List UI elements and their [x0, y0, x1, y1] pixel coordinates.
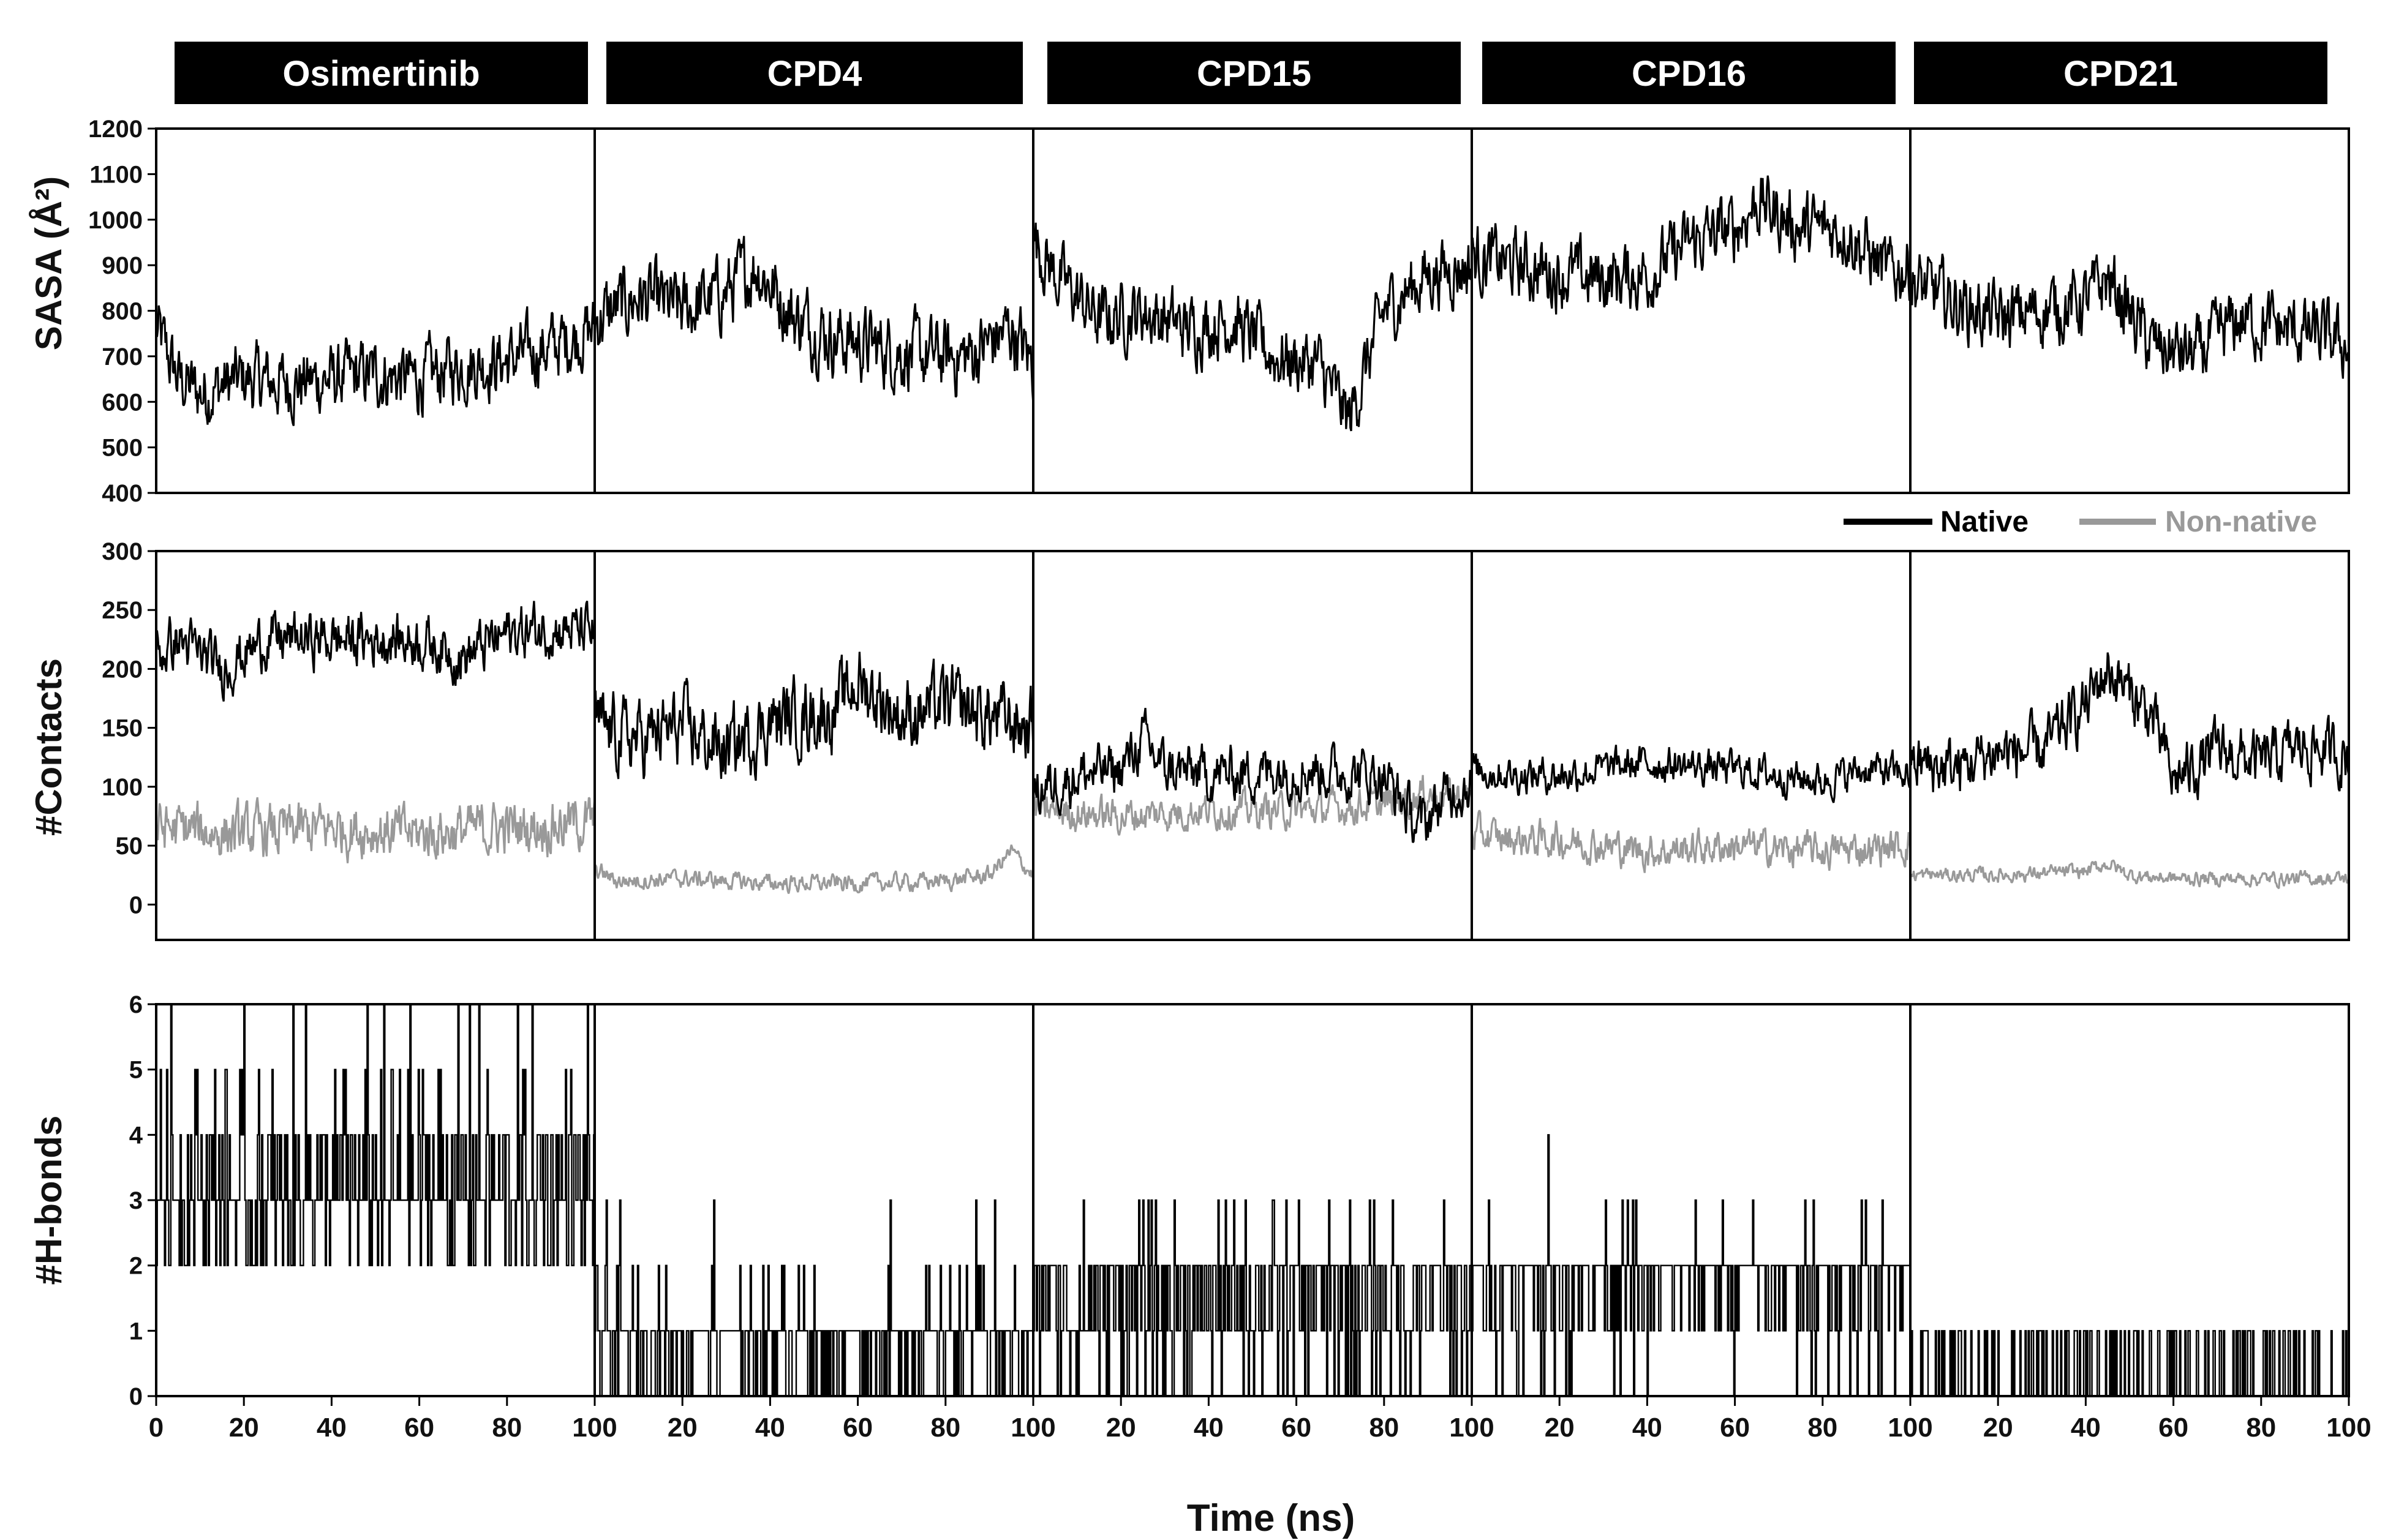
y-tick-label: 6 [129, 991, 143, 1018]
y-tick-label: 1200 [88, 116, 143, 143]
trace-contacts-native-cpd16 [1471, 745, 1912, 803]
y-tick-label: 0 [129, 892, 143, 918]
x-tick-label: 40 [755, 1413, 785, 1443]
compound-header-label: CPD15 [1197, 54, 1311, 94]
y-tick-label: 1000 [88, 207, 143, 234]
x-tick-label: 40 [1632, 1413, 1662, 1443]
trace-hbonds-cpd4 [593, 1199, 1033, 1397]
x-tick-label: 20 [1106, 1413, 1136, 1443]
trace-sasa-sasa-osimertinib [155, 302, 596, 426]
x-tick-label: 20 [229, 1413, 259, 1443]
y-axis-label-hbonds: #H-bonds [28, 1116, 69, 1285]
panel-sasa: SASA (Å²) 400 500 600 700 800 900 1000 1100 1200 [28, 116, 2350, 507]
legend-nonnative-label: Non-native [2165, 506, 2317, 538]
trace-contacts-native-cpd4 [593, 652, 1034, 781]
trace-sasa-sasa-cpd15 [1032, 222, 1473, 432]
trace-contacts-non-native-cpd4 [593, 844, 1034, 894]
trace-hbonds-cpd16 [1471, 1134, 1910, 1397]
x-tick-label: 80 [930, 1413, 960, 1443]
compound-header-cpd16 [1482, 42, 1896, 104]
x-tick-label: 60 [2158, 1413, 2188, 1443]
x-tick-label: 80 [2246, 1413, 2276, 1443]
compound-header-label: CPD21 [2063, 54, 2178, 94]
panel-hbonds: #H-bonds 0 1 2 3 4 5 6 [28, 991, 2350, 1410]
x-tick-label: 100 [2326, 1413, 2371, 1443]
x-tick-label: 100 [572, 1413, 617, 1443]
y-tick-label: 1100 [89, 161, 143, 188]
y-tick-label: 600 [102, 389, 143, 416]
compound-headers: Osimertinib CPD4 CPD15 CPD16 CPD21 [175, 42, 2327, 104]
legend-native-label: Native [1940, 506, 2029, 538]
y-tick-label: 3 [129, 1187, 143, 1214]
compound-header-label: Osimertinib [282, 54, 480, 94]
legend: Native Non-native [1844, 506, 2317, 538]
trace-contacts-native-cpd21 [1909, 652, 2350, 800]
y-tick-label: 400 [102, 480, 143, 507]
compound-header-cpd21 [1914, 42, 2327, 104]
panels: SASA (Å²)400500600700800900100011001200#… [28, 116, 2350, 1410]
x-tick-label: 20 [1983, 1413, 2013, 1443]
x-axis: 0 20 40 60 80 100 20 40 60 80 100 20 40 60 80 100 20 40 60… [149, 1396, 2372, 1443]
x-tick-label: 60 [1720, 1413, 1750, 1443]
compound-header-cpd4 [606, 42, 1023, 104]
x-tick-label: 40 [1194, 1413, 1224, 1443]
x-tick-label: 100 [1449, 1413, 1494, 1443]
panel-frame [155, 1003, 2350, 1397]
x-axis-label: Time (ns) [1187, 1497, 1355, 1539]
trace-hbonds-cpd15 [1032, 1199, 1472, 1397]
compound-header-cpd15 [1047, 42, 1461, 104]
y-tick-label: 100 [102, 774, 143, 801]
y-tick-label: 0 [129, 1383, 143, 1410]
y-tick-label: 200 [102, 656, 143, 683]
x-tick-label: 100 [1011, 1413, 1055, 1443]
y-tick-label: 500 [102, 435, 143, 462]
x-tick-label: 0 [149, 1413, 164, 1443]
y-tick-label: 4 [129, 1122, 143, 1149]
trace-contacts-non-native-cpd21 [1909, 859, 2350, 890]
x-tick-label: 20 [668, 1413, 698, 1443]
y-tick-label: 1 [129, 1318, 143, 1345]
compound-header-osimertinib [175, 42, 588, 104]
y-tick-label: 2 [129, 1253, 143, 1280]
y-tick-label: 150 [102, 715, 143, 742]
y-tick-label: 900 [102, 252, 143, 279]
trace-sasa-sasa-cpd21 [1909, 254, 2350, 379]
y-axis-label-sasa: SASA (Å²) [28, 176, 69, 350]
x-tick-label: 80 [1807, 1413, 1837, 1443]
x-tick-label: 40 [2071, 1413, 2101, 1443]
trace-sasa-sasa-cpd16 [1471, 175, 1912, 315]
trace-contacts-non-native-osimertinib [155, 797, 596, 863]
trace-contacts-native-cpd15 [1032, 708, 1473, 843]
x-tick-label: 80 [1369, 1413, 1399, 1443]
panel-contacts: #Contacts 0 50 100 150 200 250 300 [28, 538, 2350, 941]
y-tick-label: 300 [102, 538, 143, 565]
trace-contacts-non-native-cpd16 [1471, 809, 1912, 873]
y-tick-label: 800 [102, 298, 143, 325]
trace-hbonds-osimertinib [155, 1003, 595, 1266]
y-tick-label: 5 [129, 1057, 143, 1084]
panel-frame [155, 550, 2350, 941]
compound-header-label: CPD16 [1632, 54, 1746, 94]
x-tick-label: 20 [1545, 1413, 1575, 1443]
x-tick-label: 60 [1281, 1413, 1311, 1443]
y-axis-label-contacts: #Contacts [28, 658, 69, 836]
x-tick-label: 60 [843, 1413, 873, 1443]
compound-header-label: CPD4 [767, 54, 862, 94]
y-tick-label: 250 [102, 597, 143, 624]
trace-hbonds-cpd21 [1909, 1330, 2349, 1397]
panel-frame [155, 127, 2350, 494]
x-tick-label: 40 [317, 1413, 347, 1443]
trace-sasa-sasa-cpd4 [593, 236, 1034, 405]
x-tick-label: 80 [492, 1413, 522, 1443]
y-tick-label: 50 [116, 833, 143, 860]
x-tick-label: 100 [1888, 1413, 1932, 1443]
y-tick-label: 700 [102, 344, 143, 370]
x-tick-label: 60 [404, 1413, 434, 1443]
trace-contacts-native-osimertinib [155, 600, 595, 702]
